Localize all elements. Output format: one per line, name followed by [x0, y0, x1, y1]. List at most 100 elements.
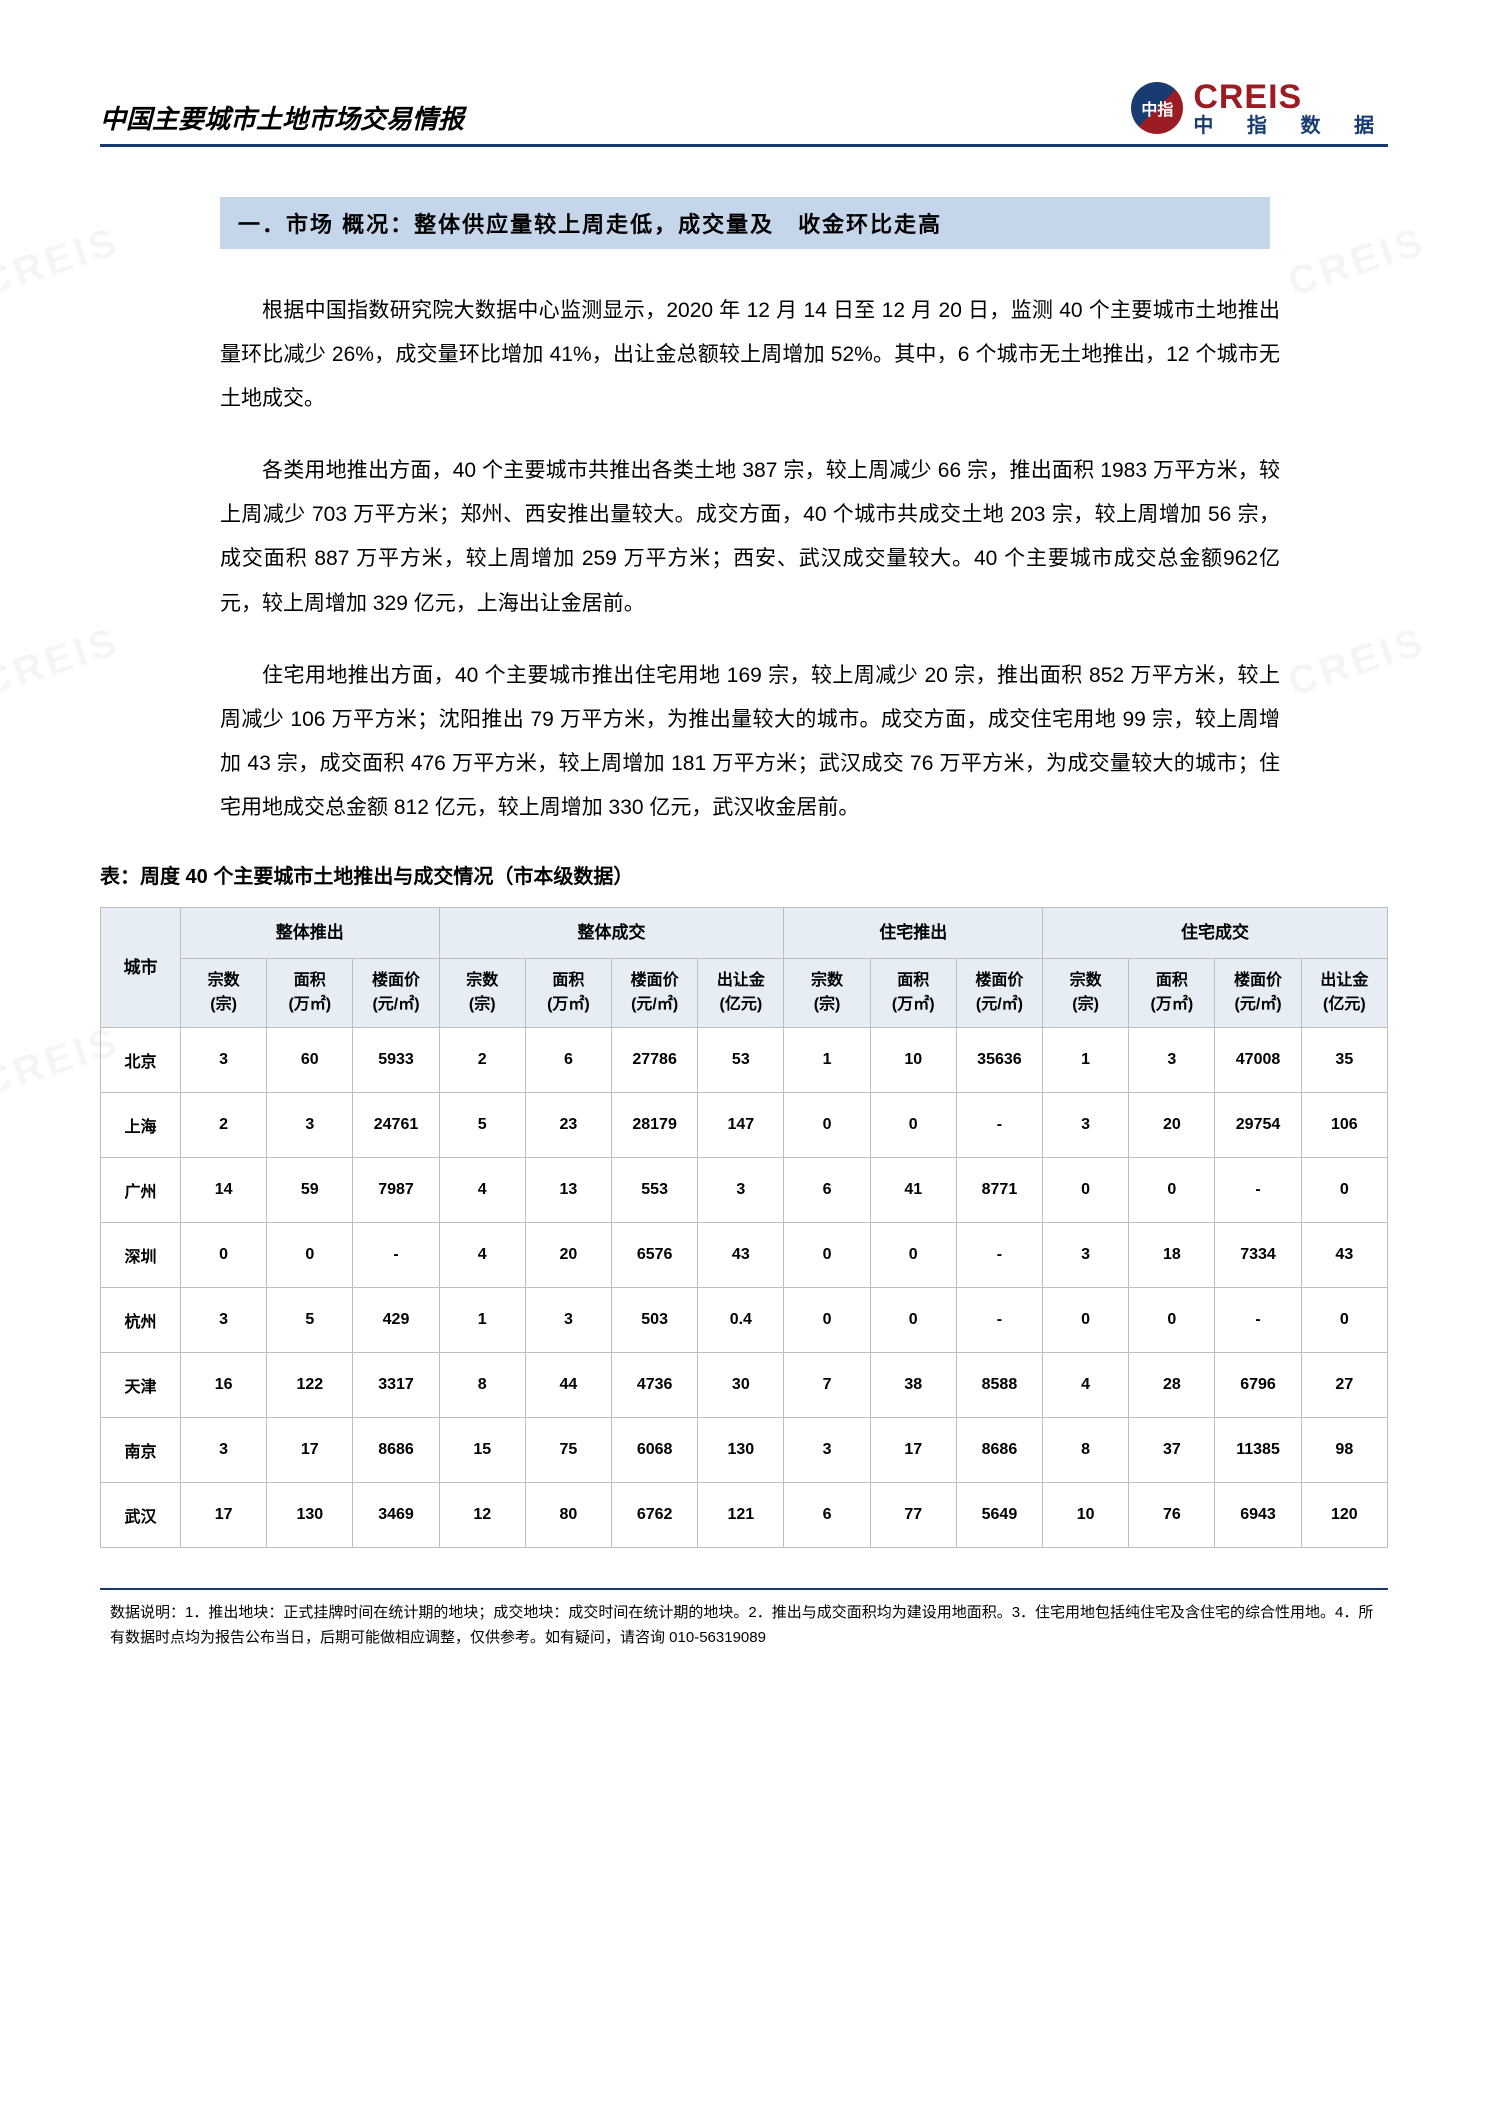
table-row: 北京360593326277865311035636134700835	[101, 1027, 1388, 1092]
cell-value: 0	[1301, 1287, 1387, 1352]
watermark: CREIS	[1282, 619, 1431, 706]
cell-value: 3469	[353, 1482, 439, 1547]
cell-value: 43	[1301, 1222, 1387, 1287]
cell-value: 3317	[353, 1352, 439, 1417]
cell-value: 3	[1043, 1222, 1129, 1287]
report-title: 中国主要城市土地市场交易情报	[100, 99, 464, 136]
cell-value: 60	[267, 1027, 353, 1092]
cell-value: 11385	[1215, 1417, 1301, 1482]
cell-value: 6	[784, 1482, 870, 1547]
cell-value: 0	[784, 1092, 870, 1157]
table-row: 天津1612233178444736307388588428679627	[101, 1352, 1388, 1417]
cell-value: 429	[353, 1287, 439, 1352]
cell-value: 2	[439, 1027, 525, 1092]
cell-value: 6796	[1215, 1352, 1301, 1417]
cell-value: 8	[1043, 1417, 1129, 1482]
cell-value: 14	[181, 1157, 267, 1222]
cell-value: 5649	[956, 1482, 1042, 1547]
cell-value: 41	[870, 1157, 956, 1222]
cell-city: 深圳	[101, 1222, 181, 1287]
col-sub-header: 宗数(宗)	[181, 958, 267, 1027]
cell-value: 3	[698, 1157, 784, 1222]
cell-value: 3	[525, 1287, 611, 1352]
cell-value: 147	[698, 1092, 784, 1157]
cell-city: 上海	[101, 1092, 181, 1157]
cell-value: 10	[1043, 1482, 1129, 1547]
footnote-text: 数据说明：1．推出地块：正式挂牌时间在统计期的地块；成交地块：成交时间在统计期的…	[100, 1600, 1388, 1651]
cell-city: 天津	[101, 1352, 181, 1417]
cell-value: 0	[870, 1287, 956, 1352]
cell-value: 0	[784, 1287, 870, 1352]
cell-value: 121	[698, 1482, 784, 1547]
col-sub-header: 面积(万㎡)	[267, 958, 353, 1027]
logo-mark-icon: 中指	[1131, 82, 1183, 134]
table-row: 广州145979874135533641877100-0	[101, 1157, 1388, 1222]
cell-value: 2	[181, 1092, 267, 1157]
cell-value: 4	[439, 1222, 525, 1287]
cell-value: 120	[1301, 1482, 1387, 1547]
cell-value: 44	[525, 1352, 611, 1417]
table-header: 城市整体推出整体成交住宅推出住宅成交 宗数(宗)面积(万㎡)楼面价(元/㎡)宗数…	[101, 908, 1388, 1028]
cell-value: 4	[1043, 1352, 1129, 1417]
cell-value: 27786	[612, 1027, 698, 1092]
cell-value: 0	[870, 1092, 956, 1157]
col-sub-header: 宗数(宗)	[1043, 958, 1129, 1027]
cell-value: 3	[1043, 1092, 1129, 1157]
cell-value: 1	[784, 1027, 870, 1092]
cell-value: 35636	[956, 1027, 1042, 1092]
cell-value: 98	[1301, 1417, 1387, 1482]
cell-value: 17	[870, 1417, 956, 1482]
col-sub-header: 面积(万㎡)	[870, 958, 956, 1027]
cell-value: 27	[1301, 1352, 1387, 1417]
cell-value: 6068	[612, 1417, 698, 1482]
cell-value: 38	[870, 1352, 956, 1417]
col-sub-header: 面积(万㎡)	[525, 958, 611, 1027]
cell-value: 80	[525, 1482, 611, 1547]
table-row: 深圳00-42065764300-318733443	[101, 1222, 1388, 1287]
cell-value: 24761	[353, 1092, 439, 1157]
logo-text-en: CREIS	[1193, 80, 1388, 114]
cell-value: 35	[1301, 1027, 1387, 1092]
cell-value: 503	[612, 1287, 698, 1352]
cell-value: -	[353, 1222, 439, 1287]
cell-value: 47008	[1215, 1027, 1301, 1092]
cell-value: 7987	[353, 1157, 439, 1222]
col-sub-header: 宗数(宗)	[439, 958, 525, 1027]
cell-value: -	[1215, 1287, 1301, 1352]
cell-value: 0.4	[698, 1287, 784, 1352]
cell-value: 20	[1129, 1092, 1215, 1157]
cell-value: 0	[1301, 1157, 1387, 1222]
col-sub-header: 面积(万㎡)	[1129, 958, 1215, 1027]
col-group-header: 住宅成交	[1043, 908, 1388, 959]
body-paragraph-3: 住宅用地推出方面，40 个主要城市推出住宅用地 169 宗，较上周减少 20 宗…	[220, 654, 1280, 830]
cell-value: 18	[1129, 1222, 1215, 1287]
cell-value: 12	[439, 1482, 525, 1547]
cell-value: 3	[181, 1287, 267, 1352]
cell-value: 6	[525, 1027, 611, 1092]
col-sub-header: 楼面价(元/㎡)	[612, 958, 698, 1027]
col-sub-header: 宗数(宗)	[784, 958, 870, 1027]
cell-value: 7334	[1215, 1222, 1301, 1287]
cell-value: 1	[439, 1287, 525, 1352]
table-body: 北京360593326277865311035636134700835上海232…	[101, 1027, 1388, 1547]
cell-value: 5933	[353, 1027, 439, 1092]
cell-value: 6576	[612, 1222, 698, 1287]
cell-value: 106	[1301, 1092, 1387, 1157]
cell-value: 3	[181, 1417, 267, 1482]
col-header-city: 城市	[101, 908, 181, 1028]
cell-value: -	[956, 1092, 1042, 1157]
cell-value: 130	[698, 1417, 784, 1482]
col-group-header: 整体推出	[181, 908, 440, 959]
cell-value: 3	[784, 1417, 870, 1482]
cell-value: 23	[525, 1092, 611, 1157]
cell-city: 广州	[101, 1157, 181, 1222]
logo-text-cn: 中 指 数 据	[1193, 116, 1388, 136]
cell-value: 6762	[612, 1482, 698, 1547]
cell-value: 3	[267, 1092, 353, 1157]
cell-value: 75	[525, 1417, 611, 1482]
col-sub-header: 楼面价(元/㎡)	[1215, 958, 1301, 1027]
cell-value: 59	[267, 1157, 353, 1222]
table-caption: 表：周度 40 个主要城市土地推出与成交情况（市本级数据）	[100, 860, 1388, 889]
cell-value: 0	[784, 1222, 870, 1287]
col-group-header: 整体成交	[439, 908, 784, 959]
